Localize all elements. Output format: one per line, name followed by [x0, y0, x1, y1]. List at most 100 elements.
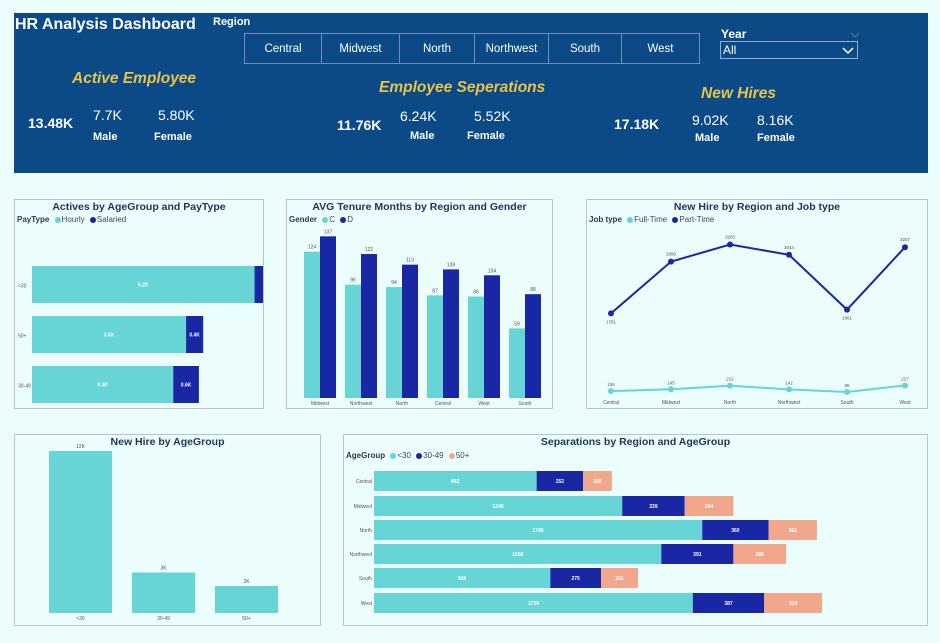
chevron-down-icon — [842, 43, 854, 59]
data-label: 88 — [530, 287, 536, 293]
data-label: 339 — [649, 504, 658, 510]
bar-segment — [764, 593, 823, 613]
data-label: 275 — [571, 576, 580, 582]
bar-segment — [622, 496, 685, 516]
region-button-central[interactable]: Central — [244, 33, 322, 64]
legend-item: Full-Time — [634, 215, 668, 224]
data-point — [844, 389, 850, 396]
data-label: 142 — [785, 380, 793, 385]
kpi-active-title: Active Employee — [72, 70, 197, 87]
legend-dot-icon — [340, 216, 347, 223]
region-button-south[interactable]: South — [548, 33, 622, 64]
kpi-active-female-label: Female — [154, 131, 192, 143]
bar — [443, 269, 459, 398]
data-label: 227 — [901, 376, 909, 381]
y-tick-label: <30 — [18, 284, 27, 290]
bar — [484, 275, 500, 398]
data-label: 87 — [432, 288, 438, 294]
newhire-age-chart-panel: New Hire by AgeGroup 12K <30 3K 30-49 2K 50+ — [14, 434, 321, 626]
region-button-midwest[interactable]: Midwest — [321, 33, 400, 64]
data-point — [668, 258, 674, 265]
kpi-separations-female-value: 5.52K — [474, 108, 511, 124]
x-tick-label: South — [840, 400, 853, 406]
data-label: 1346 — [493, 504, 504, 510]
newhire-age-chart-svg: 12K <30 3K 30-49 2K 50+ — [49, 444, 278, 622]
data-label: 137 — [324, 229, 333, 235]
tenure-chart-panel: AVG Tenure Months by Region and Gender G… — [286, 199, 553, 409]
legend-dot-icon — [627, 216, 634, 223]
bar-segment — [684, 496, 734, 516]
legend-dot-icon — [89, 216, 96, 223]
data-point — [727, 382, 733, 389]
data-label: 314 — [789, 601, 798, 607]
legend-title: AgeGroup — [346, 451, 386, 460]
legend-dot-icon — [322, 216, 329, 223]
data-label: 286 — [756, 552, 765, 558]
newhire-region-chart-panel: New Hire by Region and Job type Job type… — [586, 199, 928, 409]
data-label: 956 — [458, 576, 467, 582]
data-label: 1861 — [842, 316, 853, 321]
legend-dot-icon — [54, 216, 61, 223]
bar-segment — [536, 471, 584, 491]
data-label: 222 — [726, 377, 734, 382]
x-tick-label: West — [899, 400, 911, 406]
data-label: 2896 — [666, 252, 677, 257]
data-point — [608, 388, 614, 395]
data-label: 1781 — [606, 319, 617, 324]
legend-item: D — [347, 215, 354, 224]
data-label: 2K — [243, 579, 250, 585]
region-button-west[interactable]: West — [621, 33, 700, 64]
data-label: 262 — [789, 528, 798, 534]
data-label: 3044 — [784, 245, 795, 250]
data-label: 113 — [406, 258, 414, 264]
data-label: 156 — [593, 479, 602, 485]
legend-item: <30 — [397, 451, 411, 460]
newhire-age-chart-title: New Hire by AgeGroup — [110, 436, 225, 448]
data-label: 122 — [365, 247, 374, 253]
data-point — [844, 306, 850, 313]
region-button-northwest[interactable]: Northwest — [474, 33, 549, 64]
y-tick-label: Northwest — [349, 552, 372, 558]
data-label: 1558 — [512, 552, 523, 558]
data-label: 3.3K — [97, 383, 108, 389]
legend-item: 30-49 — [423, 451, 444, 460]
year-dropdown[interactable]: All — [720, 41, 858, 59]
data-label: 3265 — [725, 235, 736, 240]
data-label: 360 — [731, 528, 740, 534]
bar — [525, 294, 541, 398]
bar-segment — [186, 316, 204, 353]
kpi-separations-female-label: Female — [467, 130, 505, 142]
x-tick-label: <30 — [76, 616, 85, 622]
bar-segment — [254, 266, 263, 303]
x-tick-label: Midwest — [662, 400, 681, 406]
x-tick-label: South — [518, 401, 531, 407]
data-label: 85 — [844, 383, 850, 388]
region-button-north[interactable]: North — [399, 33, 475, 64]
newhire-region-chart-svg: 106 145 222 142 85 227 1781 2896 3265 3044 1861 320… — [603, 235, 911, 406]
bar-segment — [32, 366, 174, 403]
bar-segment — [702, 520, 769, 540]
kpi-newhires-female-value: 8.16K — [757, 112, 794, 128]
separations-chart-svg: Central 882 252 156 Midwest 1346 339 264 North 17… — [349, 471, 823, 613]
data-label: 0.4K — [189, 333, 200, 339]
bar-segment — [32, 266, 255, 303]
data-label: 96 — [350, 278, 356, 284]
bar-segment — [733, 544, 787, 564]
kpi-separations-title: Employee Seperations — [379, 79, 546, 96]
data-label: 5.2K — [138, 283, 149, 289]
bar — [509, 328, 525, 398]
actives-chart-svg: <30 5.2K 50+ 3.6K 0.4K 30-49 3.3K 0.6K — [18, 266, 263, 403]
year-slicer-label: Year — [721, 27, 747, 41]
data-point — [668, 386, 674, 393]
legend-dot-icon — [390, 452, 397, 459]
data-point — [608, 310, 614, 317]
bar-segment — [692, 593, 765, 613]
legend-dot-icon — [448, 452, 455, 459]
bar-segment — [768, 520, 817, 540]
x-tick-label: Northwest — [350, 401, 373, 407]
x-tick-label: North — [724, 400, 736, 406]
x-tick-label: Northwest — [778, 400, 801, 406]
bar — [468, 296, 484, 398]
legend-item: Part-Time — [679, 215, 715, 224]
chevron-down-icon — [850, 25, 860, 43]
